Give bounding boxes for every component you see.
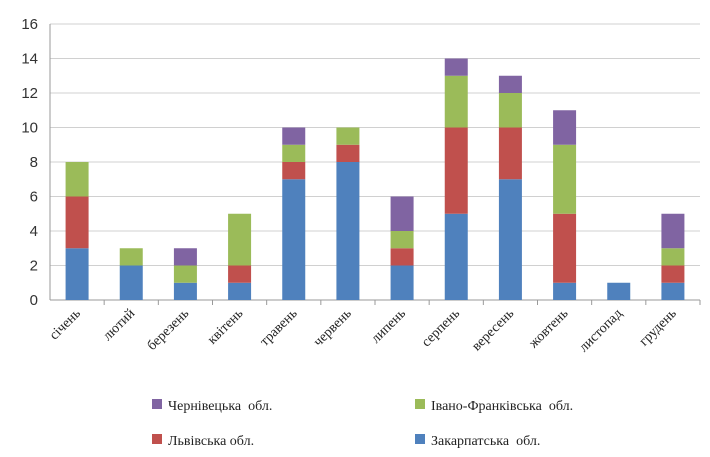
x-category-label: квітень xyxy=(205,306,246,347)
x-category-label: грудень xyxy=(637,306,680,349)
bar-segment-2-9 xyxy=(498,127,522,180)
y-tick-label: 16 xyxy=(21,16,38,33)
bar-segment-1-7 xyxy=(390,265,414,300)
legend-label-1: Закарпатська обл. xyxy=(431,434,540,449)
bar-segment-4-12 xyxy=(661,213,685,249)
bar-segment-1-2 xyxy=(119,265,143,300)
bar-segment-3-6 xyxy=(336,127,360,145)
x-category-label: травень xyxy=(257,306,300,349)
legend-swatch-1 xyxy=(415,434,425,444)
x-category-label: червень xyxy=(311,306,355,350)
bar-segment-1-6 xyxy=(336,162,360,300)
x-category-label: листопад xyxy=(576,306,625,355)
legend-swatch-4 xyxy=(152,399,162,409)
legend-label-4: Чернівецька обл. xyxy=(168,399,272,414)
legend-swatch-2 xyxy=(152,434,162,444)
y-tick-label: 0 xyxy=(30,292,38,309)
x-category-label: вересень xyxy=(469,306,517,354)
x-category-label: березень xyxy=(145,306,192,353)
bar-segment-3-5 xyxy=(282,144,306,162)
bar-segment-2-7 xyxy=(390,248,414,266)
bar-segment-3-3 xyxy=(173,265,197,283)
bar-segment-3-7 xyxy=(390,231,414,249)
bar-segment-3-10 xyxy=(553,144,577,214)
bar-segment-1-4 xyxy=(228,282,252,300)
bar-segment-4-7 xyxy=(390,196,414,231)
y-tick-label: 14 xyxy=(21,51,38,68)
bar-segment-2-8 xyxy=(444,127,468,214)
bar-segment-3-2 xyxy=(119,248,143,266)
bar-segment-2-5 xyxy=(282,162,306,180)
bar-segment-1-3 xyxy=(173,282,197,300)
bar-segment-2-1 xyxy=(65,196,89,249)
bar-segment-3-8 xyxy=(444,75,468,128)
bar-segment-3-1 xyxy=(65,162,89,197)
x-category-label: січень xyxy=(47,306,84,343)
bar-segment-4-9 xyxy=(498,75,522,93)
x-category-label: липень xyxy=(369,306,409,346)
legend-label-3: Івано-Франківська обл. xyxy=(431,399,573,414)
bar-segment-3-4 xyxy=(228,213,252,266)
bar-segment-1-1 xyxy=(65,248,89,300)
legend-swatch-3 xyxy=(415,399,425,409)
bar-segment-1-10 xyxy=(553,282,577,300)
bar-segment-2-6 xyxy=(336,144,360,162)
bar-segment-4-3 xyxy=(173,248,197,266)
x-category-label: лютий xyxy=(100,306,138,344)
y-tick-label: 10 xyxy=(21,120,38,137)
x-category-label: жовтень xyxy=(526,306,572,352)
legend-label-2: Львівська обл. xyxy=(168,434,254,449)
y-tick-label: 2 xyxy=(30,258,38,275)
bar-segment-1-11 xyxy=(607,282,631,300)
bar-segment-4-10 xyxy=(553,110,577,145)
bar-segment-1-9 xyxy=(498,179,522,300)
bar-segment-1-5 xyxy=(282,179,306,300)
x-category-label: серпень xyxy=(419,306,463,350)
y-tick-label: 4 xyxy=(30,223,38,240)
bar-segment-3-12 xyxy=(661,248,685,266)
bar-segment-2-4 xyxy=(228,265,252,283)
y-tick-label: 8 xyxy=(30,154,38,171)
bar-segment-1-8 xyxy=(444,213,468,300)
bar-segment-2-12 xyxy=(661,265,685,283)
bar-segment-2-10 xyxy=(553,213,577,283)
bar-segment-4-5 xyxy=(282,127,306,145)
bar-segment-3-9 xyxy=(498,93,522,128)
y-tick-label: 12 xyxy=(21,85,38,102)
y-tick-label: 6 xyxy=(30,189,38,206)
bar-segment-1-12 xyxy=(661,282,685,300)
bar-segment-4-8 xyxy=(444,58,468,76)
